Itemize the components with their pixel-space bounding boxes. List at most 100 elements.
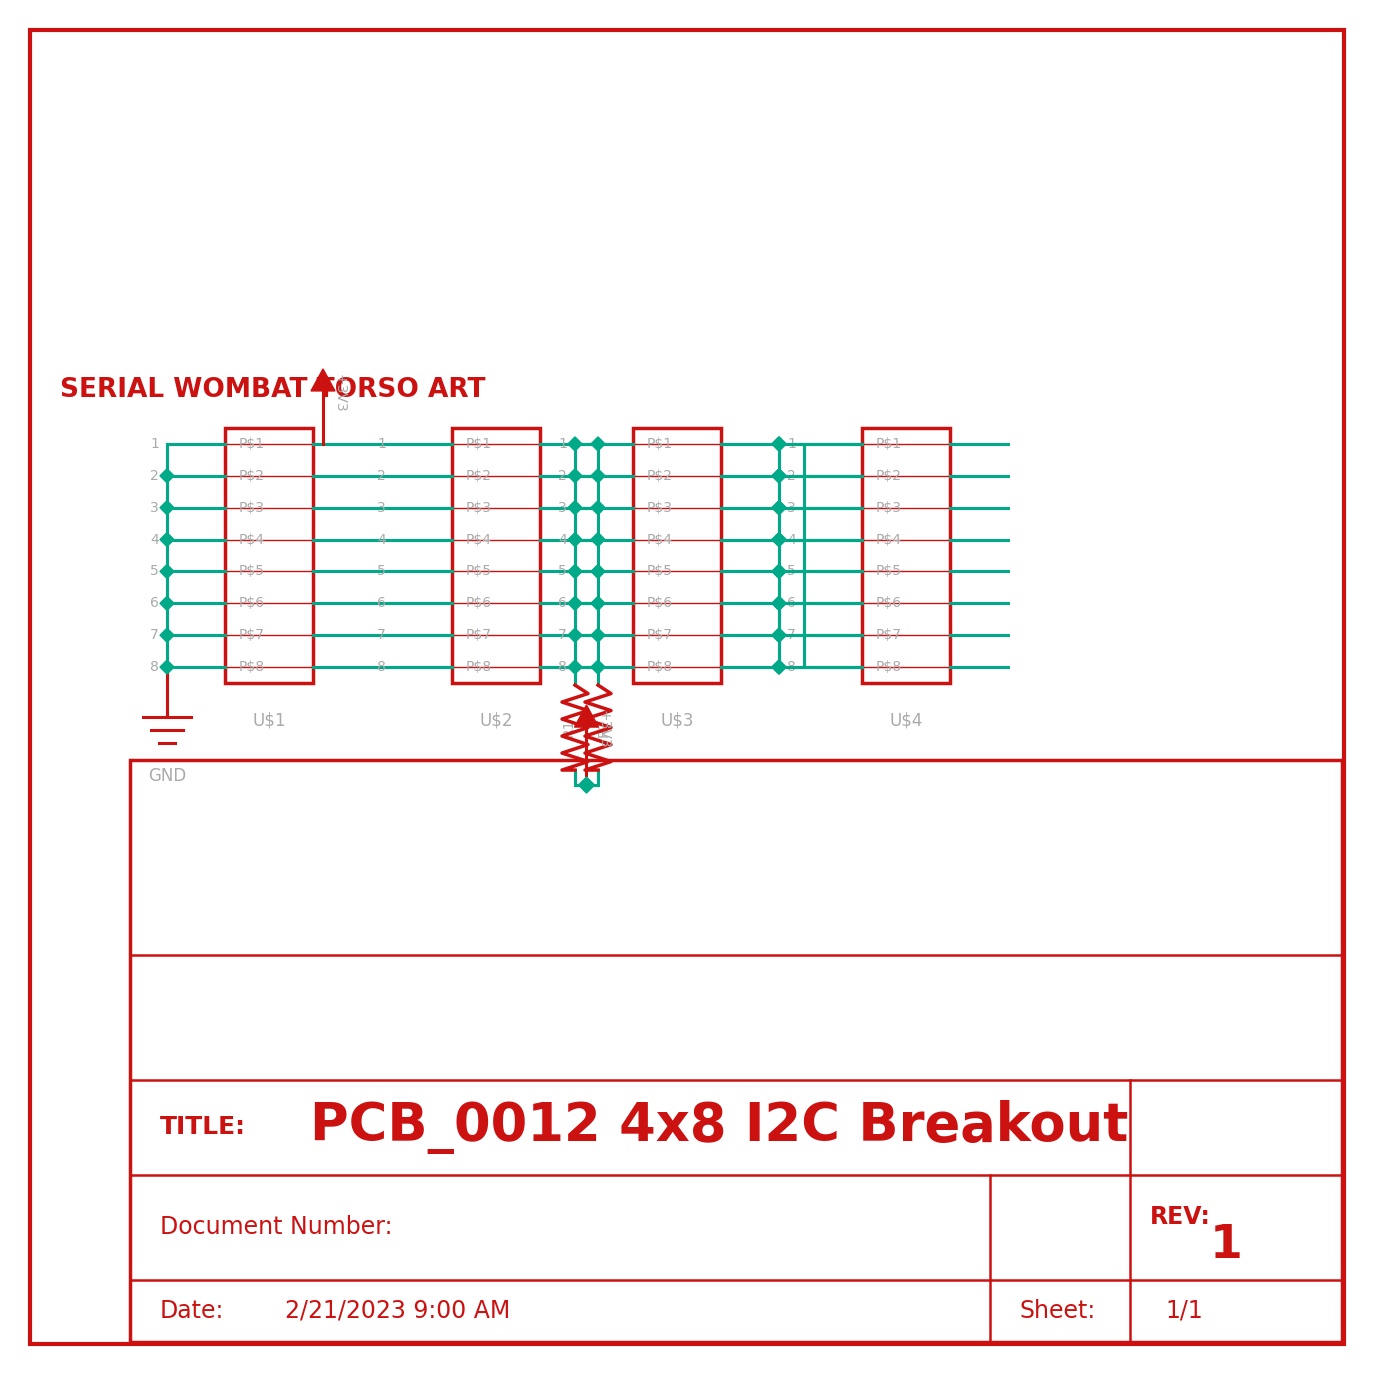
Text: 7: 7 — [787, 628, 796, 642]
Text: +3V3: +3V3 — [596, 710, 610, 749]
Text: Date:: Date: — [159, 1298, 224, 1323]
Text: P$5: P$5 — [238, 565, 264, 578]
Text: P$2: P$2 — [875, 469, 901, 482]
Polygon shape — [567, 660, 583, 675]
Polygon shape — [567, 596, 583, 610]
Text: P$4: P$4 — [238, 533, 264, 547]
Text: 8: 8 — [150, 660, 159, 675]
Text: 2: 2 — [787, 469, 796, 482]
Text: P$2: P$2 — [466, 469, 491, 482]
Text: 7: 7 — [558, 628, 567, 642]
Text: 1/1: 1/1 — [1165, 1298, 1202, 1323]
Text: P$8: P$8 — [238, 660, 264, 675]
Text: R1: R1 — [562, 719, 576, 736]
Polygon shape — [591, 500, 605, 515]
Polygon shape — [772, 565, 786, 578]
Text: P$6: P$6 — [646, 596, 672, 610]
Polygon shape — [159, 660, 174, 675]
Text: 2: 2 — [150, 469, 159, 482]
Text: 4: 4 — [558, 533, 567, 547]
Text: 6: 6 — [558, 596, 567, 610]
Bar — [452, 427, 540, 683]
Text: 4: 4 — [378, 533, 386, 547]
Text: 3: 3 — [558, 500, 567, 515]
Text: 8: 8 — [787, 660, 796, 675]
Text: P$7: P$7 — [646, 628, 672, 642]
Polygon shape — [591, 596, 605, 610]
Text: 3: 3 — [150, 500, 159, 515]
Text: P$8: P$8 — [466, 660, 492, 675]
Text: 1: 1 — [150, 437, 159, 451]
Text: P$1: P$1 — [646, 437, 672, 451]
Polygon shape — [567, 500, 583, 515]
Polygon shape — [772, 596, 786, 610]
Text: P$1: P$1 — [875, 437, 901, 451]
Polygon shape — [591, 628, 605, 642]
Text: P$7: P$7 — [238, 628, 264, 642]
Polygon shape — [159, 469, 174, 482]
Text: 1: 1 — [558, 437, 567, 451]
Text: REV:: REV: — [1150, 1205, 1210, 1230]
Text: U$2: U$2 — [480, 710, 513, 730]
Text: P$3: P$3 — [466, 500, 491, 515]
Polygon shape — [591, 565, 605, 578]
Polygon shape — [772, 533, 786, 547]
Text: 8: 8 — [376, 660, 386, 675]
Text: 1: 1 — [376, 437, 386, 451]
Polygon shape — [567, 565, 583, 578]
Bar — [131, 760, 1342, 1342]
Text: PCB_0012 4x8 I2C Breakout: PCB_0012 4x8 I2C Breakout — [311, 1101, 1128, 1154]
Polygon shape — [311, 370, 335, 392]
Text: P$4: P$4 — [466, 533, 491, 547]
Polygon shape — [772, 437, 786, 451]
Text: 2: 2 — [378, 469, 386, 482]
Text: 8: 8 — [558, 660, 567, 675]
Polygon shape — [578, 778, 595, 793]
Polygon shape — [591, 533, 605, 547]
Text: P$5: P$5 — [875, 565, 901, 578]
Text: P$3: P$3 — [646, 500, 672, 515]
Polygon shape — [591, 660, 605, 675]
Text: 5: 5 — [378, 565, 386, 578]
Text: P$4: P$4 — [875, 533, 901, 547]
Polygon shape — [591, 469, 605, 482]
Text: P$2: P$2 — [646, 469, 672, 482]
Polygon shape — [159, 596, 174, 610]
Text: 6: 6 — [787, 596, 796, 610]
Bar — [861, 427, 949, 683]
Polygon shape — [772, 469, 786, 482]
Text: 3: 3 — [378, 500, 386, 515]
Polygon shape — [159, 565, 174, 578]
Text: 7: 7 — [378, 628, 386, 642]
Text: P$5: P$5 — [646, 565, 672, 578]
Text: 5: 5 — [558, 565, 567, 578]
Text: P$7: P$7 — [466, 628, 491, 642]
Text: 5: 5 — [787, 565, 796, 578]
Text: U$1: U$1 — [253, 710, 286, 730]
Text: 4: 4 — [787, 533, 796, 547]
Polygon shape — [772, 500, 786, 515]
Text: P$1: P$1 — [466, 437, 492, 451]
Polygon shape — [772, 596, 786, 610]
Text: Sheet:: Sheet: — [1020, 1298, 1096, 1323]
Text: SERIAL WOMBAT TORSO ART: SERIAL WOMBAT TORSO ART — [60, 376, 485, 403]
Polygon shape — [567, 533, 583, 547]
Polygon shape — [772, 437, 786, 451]
Text: P$3: P$3 — [875, 500, 901, 515]
Polygon shape — [159, 500, 174, 515]
Polygon shape — [772, 533, 786, 547]
Text: 6: 6 — [150, 596, 159, 610]
Text: P$2: P$2 — [238, 469, 264, 482]
Text: R2: R2 — [596, 719, 611, 736]
Polygon shape — [159, 628, 174, 642]
Polygon shape — [159, 533, 174, 547]
Text: Document Number:: Document Number: — [159, 1216, 393, 1239]
Text: P$6: P$6 — [466, 596, 492, 610]
Polygon shape — [772, 660, 786, 675]
Text: 3: 3 — [787, 500, 796, 515]
Text: 1: 1 — [787, 437, 796, 451]
Text: 1: 1 — [1210, 1223, 1243, 1268]
Text: 6: 6 — [376, 596, 386, 610]
Polygon shape — [772, 500, 786, 515]
Text: P$3: P$3 — [238, 500, 264, 515]
